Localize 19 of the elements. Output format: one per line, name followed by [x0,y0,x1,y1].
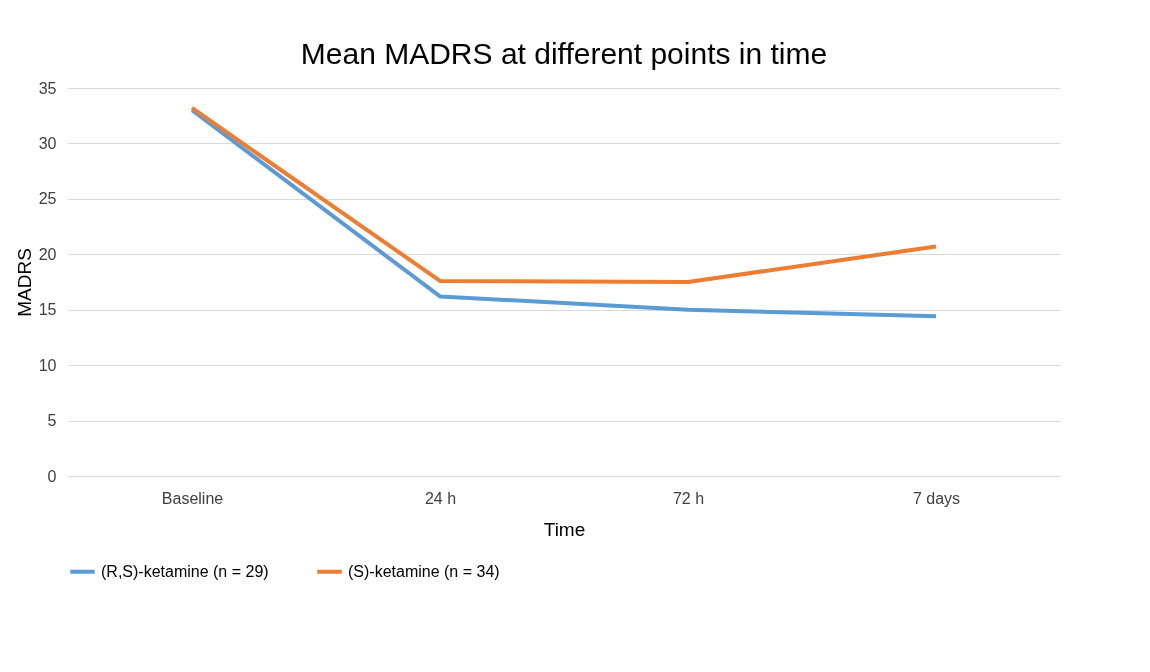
x-tick-label: Baseline [161,489,224,507]
line-series [190,105,938,284]
y-tick-label: 10 [38,356,57,374]
y-tick-label: 35 [38,79,57,97]
x-tick-label: 7 days [912,489,961,507]
y-tick-label: 25 [38,190,57,208]
y-tick-label: 20 [38,245,57,263]
x-tick-label: 24 h [424,489,457,507]
x-tick-label: 72 h [672,489,705,507]
legend-label: (S)-ketamine (n = 34) [348,562,500,580]
y-tick-label: 15 [38,301,57,319]
legend-label: (R,S)-ketamine (n = 29) [101,562,269,580]
y-tick-label: 0 [47,467,57,485]
chart-title: Mean MADRS at different points in time [300,37,828,70]
y-tick-label: 5 [47,412,57,430]
y-axis-title: MADRS [13,248,35,317]
line-series [190,108,938,319]
y-tick-label: 30 [38,134,57,152]
x-axis-title: Time [543,518,586,540]
